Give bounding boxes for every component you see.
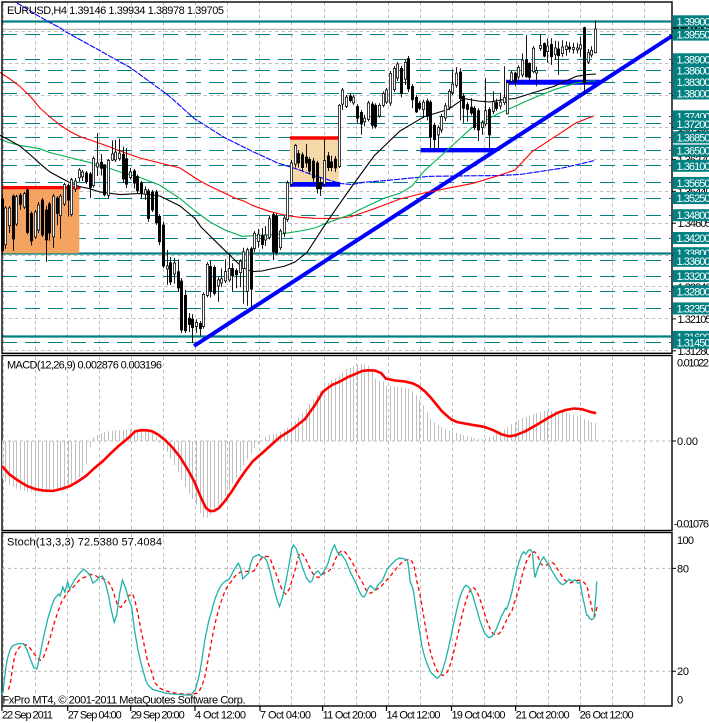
svg-text:1.33600: 1.33600 <box>677 256 709 268</box>
svg-text:29 Sep 20:00: 29 Sep 20:00 <box>131 710 185 722</box>
svg-text:FxPro MT4, © 2001-2011 MetaQuo: FxPro MT4, © 2001-2011 MetaQuotes Softwa… <box>3 695 246 707</box>
svg-text:80: 80 <box>677 563 689 575</box>
svg-text:1.39900: 1.39900 <box>677 16 709 28</box>
svg-text:1.31450: 1.31450 <box>677 338 709 350</box>
svg-text:0.00: 0.00 <box>677 436 698 448</box>
svg-text:0.01022: 0.01022 <box>677 357 709 369</box>
svg-text:1.38900: 1.38900 <box>677 54 709 66</box>
svg-text:1.36500: 1.36500 <box>677 146 709 158</box>
svg-text:1.39550: 1.39550 <box>677 30 709 42</box>
svg-text:Stoch(13,3,3) 72.5380 57.4084: Stoch(13,3,3) 72.5380 57.4084 <box>7 537 162 549</box>
svg-text:19 Oct 04:00: 19 Oct 04:00 <box>452 710 506 722</box>
svg-text:1.37200: 1.37200 <box>677 119 709 131</box>
svg-text:1.38000: 1.38000 <box>677 89 709 101</box>
svg-text:100: 100 <box>677 535 694 547</box>
svg-text:1.36850: 1.36850 <box>677 132 709 144</box>
svg-text:20: 20 <box>677 666 689 678</box>
svg-text:7 Oct 04:00: 7 Oct 04:00 <box>260 710 311 722</box>
svg-text:0: 0 <box>677 694 683 706</box>
svg-text:1.33200: 1.33200 <box>677 271 709 283</box>
svg-text:22 Sep 2011: 22 Sep 2011 <box>2 710 53 722</box>
svg-text:1.38600: 1.38600 <box>677 66 709 78</box>
svg-text:11 Oct 20:00: 11 Oct 20:00 <box>323 710 377 722</box>
svg-text:1.38300: 1.38300 <box>677 77 709 89</box>
svg-text:1.32105: 1.32105 <box>678 314 709 326</box>
svg-text:26 Oct 12:00: 26 Oct 12:00 <box>580 710 634 722</box>
svg-text:1.34200: 1.34200 <box>677 233 709 245</box>
svg-text:1.31280: 1.31280 <box>678 346 709 358</box>
svg-text:-0.01076: -0.01076 <box>674 519 709 531</box>
svg-text:1.35650: 1.35650 <box>677 178 709 190</box>
svg-text:21 Oct 20:00: 21 Oct 20:00 <box>516 710 570 722</box>
svg-text:EURUSD,H4 1.39146 1.39934 1.3: EURUSD,H4 1.39146 1.39934 1.38978 1.3970… <box>7 5 224 17</box>
svg-text:MACD(12,26,9) 0.002876 0.00319: MACD(12,26,9) 0.002876 0.003196 <box>7 360 162 372</box>
svg-text:1.34800: 1.34800 <box>677 210 709 222</box>
svg-text:1.32800: 1.32800 <box>677 286 709 298</box>
svg-text:1.35250: 1.35250 <box>677 193 709 205</box>
svg-text:1.36100: 1.36100 <box>677 161 709 173</box>
svg-text:4 Oct 12:00: 4 Oct 12:00 <box>195 710 246 722</box>
svg-text:27 Sep 04:00: 27 Sep 04:00 <box>68 710 122 722</box>
svg-text:14 Oct 12:00: 14 Oct 12:00 <box>387 710 441 722</box>
svg-text:1.32350: 1.32350 <box>677 303 709 315</box>
